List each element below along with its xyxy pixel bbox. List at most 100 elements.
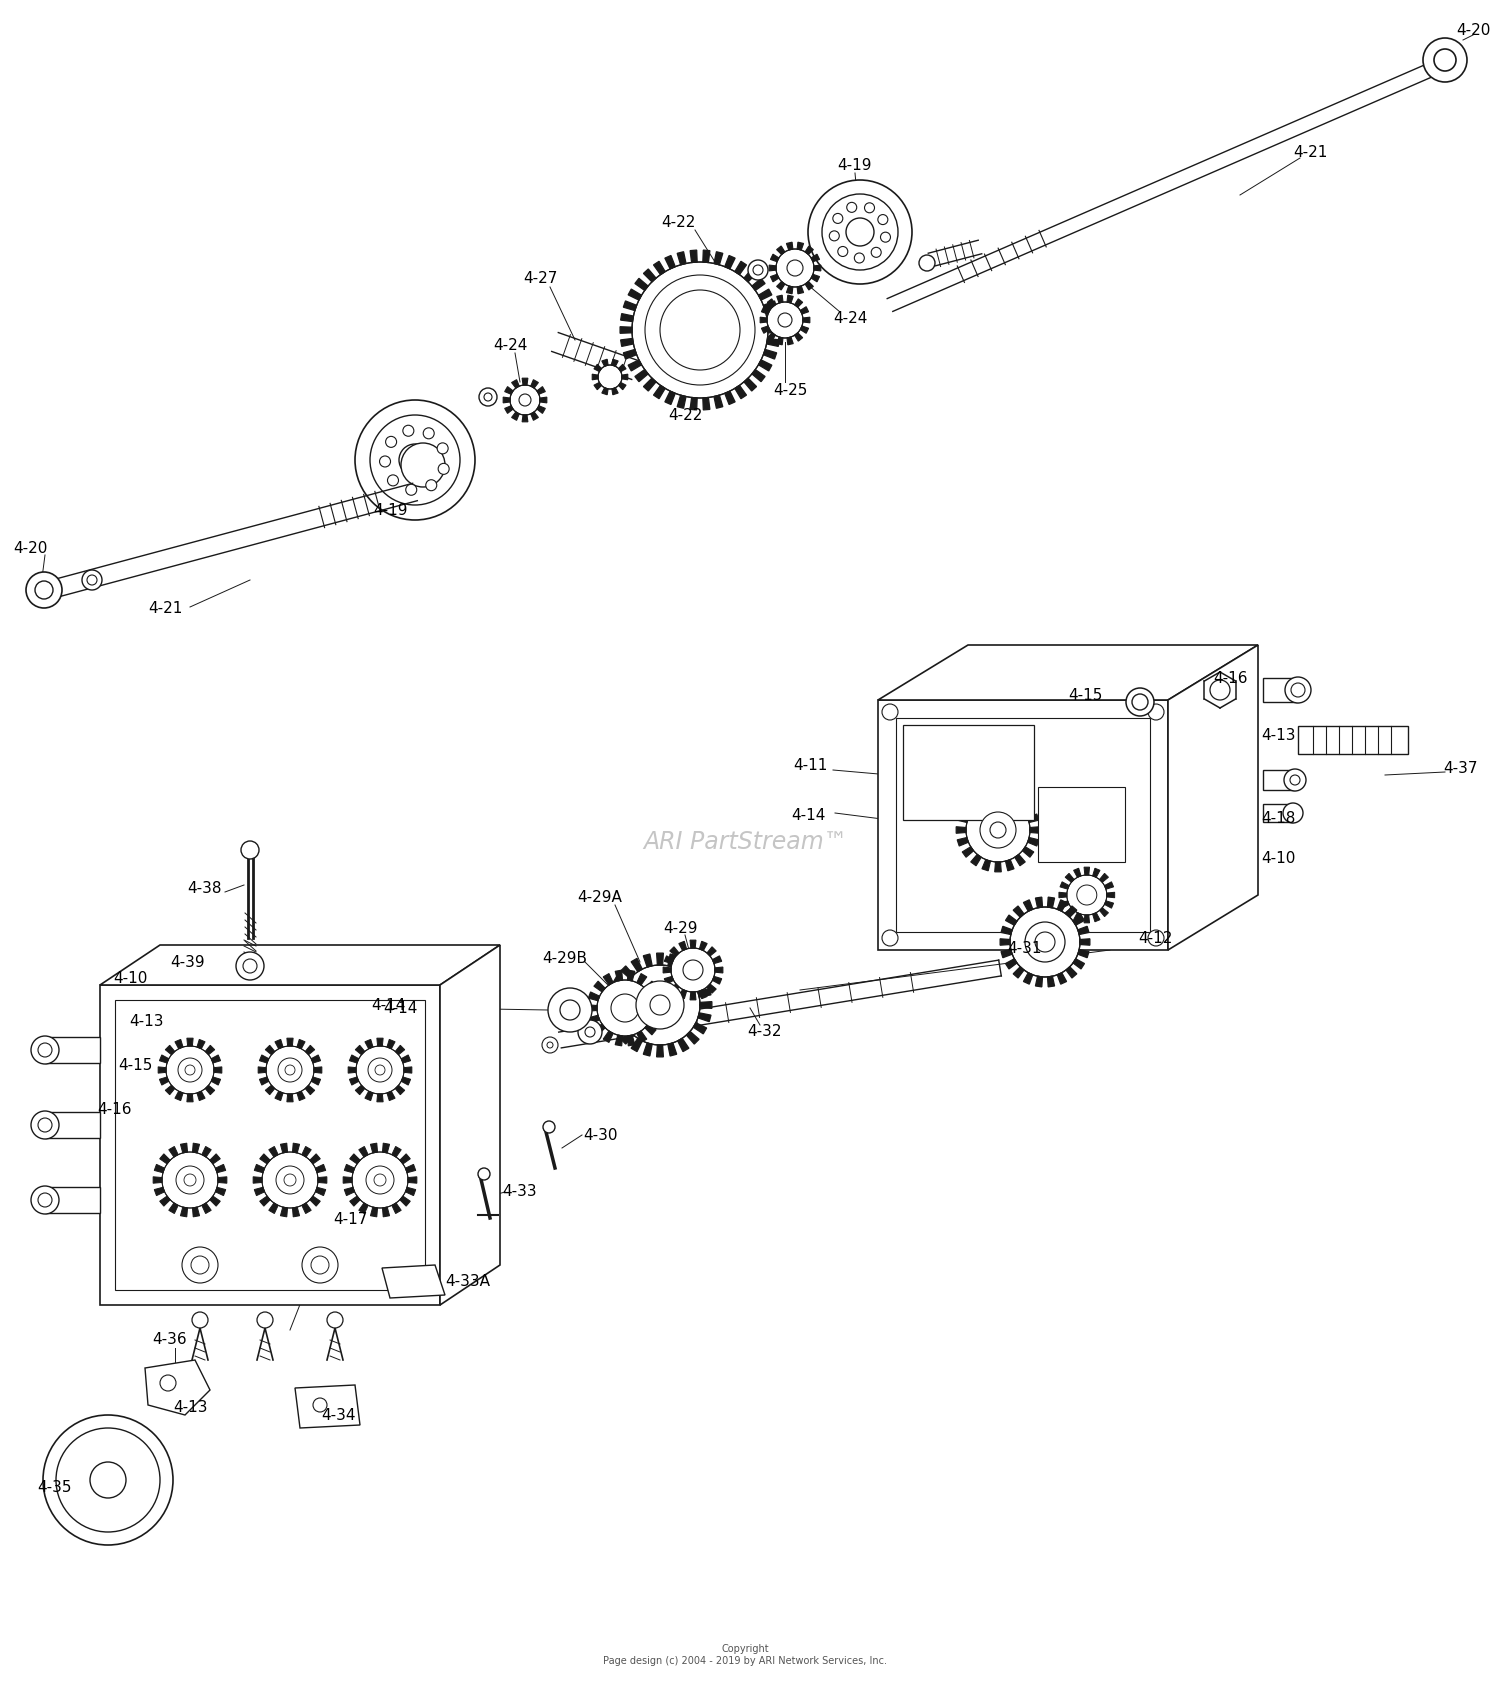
- Circle shape: [176, 1166, 204, 1195]
- Polygon shape: [768, 327, 780, 333]
- Text: 4-16: 4-16: [98, 1103, 132, 1117]
- Polygon shape: [680, 941, 687, 951]
- Circle shape: [400, 443, 445, 487]
- Polygon shape: [690, 992, 696, 1000]
- Bar: [100, 985, 439, 1305]
- Polygon shape: [735, 386, 747, 399]
- Polygon shape: [994, 861, 1002, 871]
- Polygon shape: [1023, 846, 1034, 858]
- Polygon shape: [700, 1002, 712, 1008]
- Polygon shape: [1013, 905, 1025, 917]
- Polygon shape: [762, 306, 770, 315]
- Polygon shape: [400, 1054, 411, 1063]
- Circle shape: [830, 230, 840, 240]
- Circle shape: [438, 464, 448, 474]
- Polygon shape: [1000, 926, 1012, 934]
- Polygon shape: [1058, 973, 1066, 985]
- Circle shape: [1066, 875, 1107, 915]
- Circle shape: [236, 953, 264, 980]
- Text: 4-32: 4-32: [747, 1024, 783, 1039]
- Polygon shape: [1107, 892, 1114, 898]
- Polygon shape: [1005, 915, 1017, 926]
- Polygon shape: [788, 294, 794, 303]
- Circle shape: [276, 1166, 304, 1195]
- Polygon shape: [1038, 787, 1125, 863]
- Text: 4-11: 4-11: [794, 758, 826, 773]
- Bar: [878, 700, 1168, 949]
- Polygon shape: [957, 814, 969, 822]
- Polygon shape: [664, 976, 674, 985]
- Text: 4-10: 4-10: [112, 971, 147, 985]
- Circle shape: [1126, 689, 1154, 716]
- Circle shape: [855, 254, 864, 262]
- Polygon shape: [704, 398, 710, 409]
- Polygon shape: [970, 794, 981, 805]
- Polygon shape: [714, 252, 723, 266]
- Polygon shape: [812, 254, 819, 262]
- Polygon shape: [522, 415, 528, 421]
- Text: 4-37: 4-37: [1443, 760, 1478, 775]
- Circle shape: [314, 1398, 327, 1413]
- Polygon shape: [668, 954, 676, 968]
- Circle shape: [404, 425, 414, 437]
- Circle shape: [598, 365, 622, 389]
- Polygon shape: [387, 1091, 394, 1100]
- Polygon shape: [982, 788, 990, 800]
- Polygon shape: [1065, 873, 1074, 882]
- Polygon shape: [614, 976, 627, 988]
- Polygon shape: [1072, 959, 1084, 970]
- Polygon shape: [622, 374, 628, 379]
- Polygon shape: [154, 1188, 165, 1196]
- Polygon shape: [796, 242, 804, 250]
- Circle shape: [1077, 885, 1096, 905]
- Circle shape: [38, 1042, 52, 1058]
- Polygon shape: [202, 1203, 211, 1213]
- Polygon shape: [216, 1164, 225, 1173]
- Circle shape: [1282, 804, 1304, 822]
- Polygon shape: [777, 281, 784, 289]
- Polygon shape: [196, 1091, 206, 1100]
- Polygon shape: [612, 387, 618, 394]
- Polygon shape: [806, 281, 813, 289]
- Circle shape: [82, 570, 102, 591]
- Text: 4-21: 4-21: [148, 601, 182, 616]
- Polygon shape: [759, 360, 772, 371]
- Polygon shape: [618, 382, 626, 389]
- Text: 4-10: 4-10: [1262, 851, 1294, 866]
- Polygon shape: [260, 1078, 268, 1085]
- Polygon shape: [628, 360, 642, 371]
- Polygon shape: [657, 953, 663, 964]
- Text: 4-22: 4-22: [662, 215, 694, 230]
- Polygon shape: [678, 958, 688, 971]
- Polygon shape: [1047, 897, 1054, 909]
- Polygon shape: [690, 398, 698, 409]
- Polygon shape: [531, 411, 538, 420]
- Polygon shape: [651, 992, 662, 1000]
- Polygon shape: [302, 1203, 310, 1213]
- Polygon shape: [394, 1046, 405, 1054]
- Polygon shape: [297, 1091, 304, 1100]
- Polygon shape: [786, 242, 794, 250]
- Polygon shape: [286, 1095, 292, 1101]
- Polygon shape: [260, 1154, 270, 1164]
- Circle shape: [1284, 768, 1306, 790]
- Polygon shape: [690, 941, 696, 948]
- Circle shape: [632, 262, 768, 398]
- Bar: [1298, 726, 1408, 755]
- Polygon shape: [608, 1002, 619, 1008]
- Polygon shape: [777, 294, 783, 303]
- Polygon shape: [687, 966, 699, 978]
- Polygon shape: [1023, 900, 1034, 912]
- Polygon shape: [812, 274, 819, 283]
- Polygon shape: [766, 313, 780, 321]
- Circle shape: [778, 313, 792, 327]
- Circle shape: [1434, 49, 1456, 71]
- Polygon shape: [706, 948, 716, 956]
- Polygon shape: [1013, 966, 1025, 978]
- Circle shape: [788, 261, 802, 276]
- Text: 4-13: 4-13: [1260, 728, 1294, 743]
- Polygon shape: [537, 386, 546, 394]
- Polygon shape: [620, 327, 632, 333]
- Polygon shape: [292, 1144, 300, 1152]
- Polygon shape: [1023, 973, 1034, 985]
